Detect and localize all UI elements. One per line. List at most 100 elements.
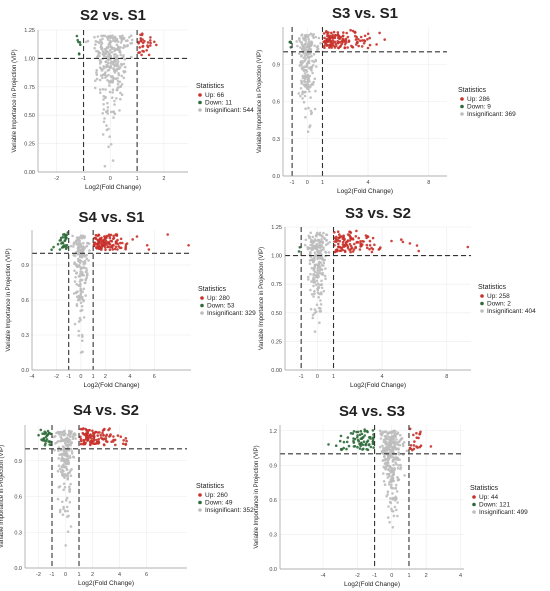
data-point — [332, 30, 336, 34]
data-point — [298, 246, 302, 249]
data-point — [384, 468, 387, 471]
data-point — [402, 441, 406, 444]
data-point — [392, 441, 395, 445]
data-point — [363, 428, 367, 431]
data-point — [103, 427, 106, 431]
data-point — [348, 230, 351, 233]
data-point — [72, 433, 75, 436]
data-point — [68, 435, 72, 438]
data-point — [99, 91, 102, 94]
legend-marker-down — [198, 100, 202, 105]
data-point — [57, 433, 61, 436]
data-point — [366, 246, 369, 250]
y-axis-label: Variable Importance in Projection (VIP) — [6, 248, 12, 351]
data-point — [59, 453, 63, 456]
data-point — [345, 447, 348, 451]
data-point — [85, 254, 88, 257]
data-point — [71, 435, 74, 438]
data-point — [107, 68, 111, 72]
data-point — [75, 295, 79, 299]
data-point — [59, 448, 63, 452]
x-tick-label: 1 — [92, 374, 95, 380]
data-point — [296, 44, 299, 48]
data-point — [304, 42, 308, 46]
data-point — [87, 429, 91, 432]
data-point — [102, 94, 105, 98]
data-point — [397, 453, 401, 456]
data-point — [342, 40, 346, 43]
data-point — [385, 495, 388, 498]
panel-title: S3 vs. S1 — [332, 5, 398, 22]
data-point — [418, 432, 422, 436]
data-point — [97, 242, 100, 246]
data-point — [317, 262, 321, 266]
data-point — [341, 243, 345, 246]
data-point — [396, 476, 399, 479]
data-point — [104, 437, 108, 441]
legend-marker-up — [198, 493, 202, 497]
data-point — [57, 485, 61, 489]
data-point — [149, 41, 152, 45]
data-point — [299, 46, 302, 49]
data-point — [153, 40, 156, 44]
y-tick-label: 0.9 — [14, 459, 22, 465]
data-point — [105, 35, 109, 39]
data-point — [93, 35, 96, 39]
data-point — [298, 52, 301, 55]
panel-title: S3 vs. S2 — [345, 205, 411, 222]
x-tick-label: 4 — [459, 573, 462, 579]
data-point — [318, 306, 321, 310]
data-point — [313, 311, 317, 315]
data-point — [131, 238, 134, 241]
data-point — [309, 231, 313, 235]
data-point — [140, 33, 144, 37]
data-point — [107, 145, 110, 148]
data-point — [126, 44, 129, 48]
data-point — [62, 448, 66, 452]
data-point — [357, 236, 361, 240]
data-point — [339, 447, 343, 451]
y-tick-label: 1.00 — [271, 254, 282, 260]
x-tick-label: -2 — [54, 374, 59, 380]
panel-title: S2 vs. S1 — [80, 7, 146, 24]
data-point — [109, 40, 113, 43]
data-point — [303, 80, 307, 84]
data-point — [72, 456, 76, 459]
data-point — [79, 245, 82, 249]
data-point — [107, 233, 111, 236]
data-point — [320, 279, 323, 283]
data-point — [316, 48, 319, 52]
data-point — [71, 437, 75, 441]
data-point — [124, 437, 128, 440]
data-point — [389, 497, 392, 500]
data-point — [125, 242, 129, 245]
panel-title: S4 vs. S1 — [79, 209, 145, 226]
data-point — [314, 89, 317, 93]
legend-label-insig: Insignificant: 499 — [479, 509, 528, 516]
volcano-panel-6: S4 vs. S3 -4 -2 -1 0 1 2 4 0.0 0.3 0.6 0.9 1.2 Log2(F… — [254, 403, 528, 588]
data-point — [366, 235, 370, 238]
x-tick-label: 2 — [162, 176, 165, 182]
data-point — [307, 278, 310, 281]
data-point — [65, 449, 69, 452]
legend-label-insig: Insignificant: 369 — [467, 111, 516, 118]
data-point — [327, 443, 330, 446]
data-point — [364, 234, 368, 237]
data-point — [101, 112, 104, 115]
data-point — [352, 445, 356, 448]
data-point — [322, 289, 326, 293]
data-point — [312, 269, 316, 272]
data-point — [121, 34, 124, 37]
data-point — [82, 299, 85, 303]
y-tick-label: 0.75 — [271, 282, 282, 288]
data-point — [41, 432, 44, 436]
y-tick-label: 0.3 — [21, 333, 29, 339]
data-point — [326, 242, 330, 245]
data-point — [393, 433, 397, 436]
volcano-panel-5: S4 vs. S2 -2 -1 0 1 2 4 6 0.0 0.3 0.6 0.9 Log2(Fold … — [0, 402, 254, 587]
data-point — [138, 46, 141, 49]
data-point — [78, 316, 82, 320]
data-point — [81, 290, 84, 294]
data-point — [49, 432, 52, 436]
data-point — [69, 525, 73, 528]
